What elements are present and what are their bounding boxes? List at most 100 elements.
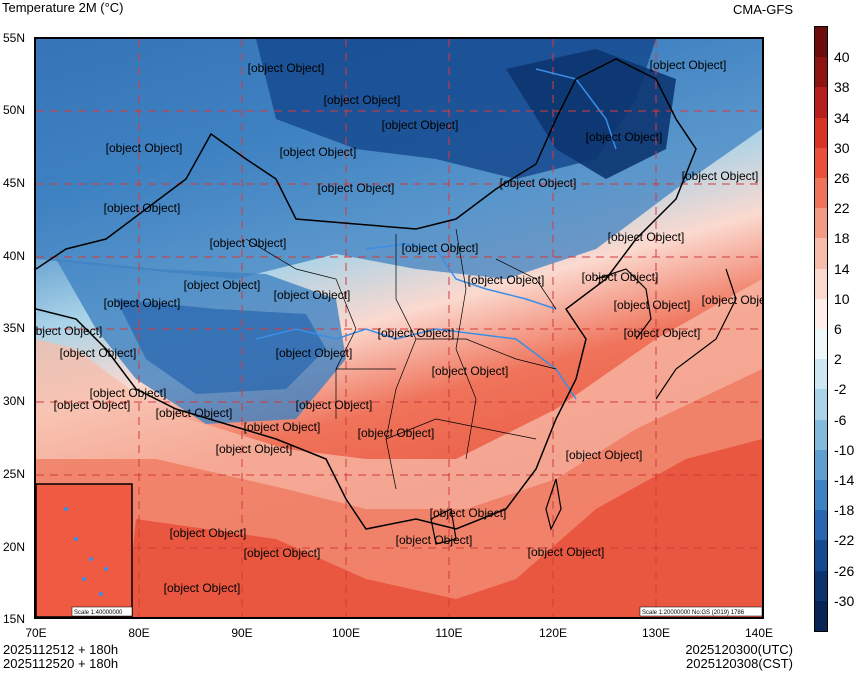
colorbar-label: -10 [834, 441, 855, 458]
contour-label: [object Object] [248, 61, 325, 75]
colorbar-segment [815, 87, 827, 119]
contour-label: [object Object] [528, 545, 605, 559]
colorbar-label: 22 [834, 200, 850, 217]
colorbar-segment [815, 298, 827, 330]
contour-label: [object Object] [244, 546, 321, 560]
colorbar-label: -18 [834, 502, 855, 519]
colorbar-segment [815, 147, 827, 179]
contour-label: [object Object] [318, 181, 395, 195]
colorbar-segment [815, 208, 827, 239]
contour-label: [object Object] [106, 141, 183, 155]
contour-label: [object Object] [60, 346, 137, 360]
contour-label: [object Object] [586, 130, 663, 144]
contour-label: [object Object] [566, 448, 643, 462]
colorbar-segment [815, 419, 827, 451]
colorbar-label: 2 [834, 351, 842, 368]
chart-title: Temperature 2M (°C) [2, 0, 124, 15]
contour-label: [object Object] [378, 326, 455, 340]
contour-label: [object Object] [104, 296, 181, 310]
colorbar-label: 34 [834, 109, 850, 126]
colorbar-segment [815, 359, 827, 390]
lat-label: 30N [3, 394, 26, 408]
contour-label: [object Object] [650, 58, 727, 72]
lat-label: 50N [3, 103, 26, 117]
lon-label: 70E [25, 626, 47, 640]
lon-label: 80E [128, 626, 150, 640]
lat-label: 55N [3, 31, 26, 45]
contour-label: [object Object] [500, 176, 577, 190]
lon-label: 120E [538, 626, 568, 640]
contour-label: [object Object] [402, 241, 479, 255]
contour-label: [object Object] [276, 346, 353, 360]
colorbar-segment [815, 329, 827, 360]
inset-scale: Scale 1:40000000 [74, 610, 123, 616]
lat-label: 40N [3, 249, 26, 263]
lat-label: 25N [3, 467, 26, 481]
colorbar-label: -6 [834, 411, 847, 428]
colorbar-label: -30 [834, 592, 855, 609]
colorbar-segment [815, 600, 827, 632]
contour-label: [object Object] [382, 118, 459, 132]
colorbar-segment [815, 178, 827, 209]
valid-time-cst: 2025120308(CST) [686, 656, 793, 671]
lon-label: 110E [435, 626, 463, 640]
valid-time-utc: 2025120300(UTC) [685, 642, 793, 657]
colorbar-segment [815, 389, 827, 421]
colorbar-segment [815, 540, 827, 572]
model-name: CMA-GFS [733, 2, 793, 17]
contour-label: [object Object] [324, 93, 401, 107]
lon-label: 130E [641, 626, 671, 640]
lon-label: 90E [231, 626, 253, 640]
contour-label: [object Object] [682, 169, 759, 183]
colorbar-label: -14 [834, 472, 855, 488]
init-time-cst: 2025112520 + 180h [3, 656, 119, 671]
contour-label: [object Object] [244, 420, 321, 434]
contour-label: [object Object] [164, 581, 241, 595]
colorbar-segment [815, 27, 827, 58]
colorbar [814, 26, 828, 632]
colorbar-label: 18 [834, 230, 850, 247]
contour-label: [object Object] [184, 278, 261, 292]
contour-label: [object Object] [582, 270, 659, 284]
contour-label: [object Object] [430, 506, 507, 520]
contour-label: [object Object] [396, 533, 473, 547]
colorbar-label: 30 [834, 139, 850, 156]
lat-label: 45N [3, 176, 26, 190]
colorbar-label: 14 [834, 260, 850, 277]
colorbar-label: -22 [834, 532, 855, 549]
contour-label: [object Object] [156, 406, 233, 420]
contour-label: [object Object] [432, 364, 509, 378]
contour-label: [object Object] [210, 236, 287, 250]
contour-label: [object Object] [170, 526, 247, 540]
contour-label: [object Object] [90, 386, 167, 400]
temperature-map: Scale 1:40000000 Scale 1:20000000 No:GS … [34, 37, 764, 619]
contour-label: [object Object] [702, 293, 762, 307]
contour-label: [object Object] [608, 230, 685, 244]
colorbar-label: 26 [834, 170, 850, 186]
contour-label: [object Object] [614, 298, 691, 312]
map-scale: Scale 1:20000000 No:GS (2019) 1786 [642, 610, 745, 616]
lat-label: 15N [3, 612, 26, 626]
colorbar-segment [815, 510, 827, 541]
init-time-utc: 2025112512 + 180h [3, 642, 119, 657]
colorbar-segment [815, 57, 827, 88]
colorbar-segment [815, 268, 827, 300]
lon-label: 100E [331, 626, 361, 640]
colorbar-segment [815, 480, 827, 511]
contour-label: [object Object] [36, 324, 102, 338]
contour-label: [object Object] [274, 288, 351, 302]
contour-label: [object Object] [358, 426, 435, 440]
lat-label: 20N [3, 540, 26, 554]
contour-label: [object Object] [296, 398, 373, 412]
contour-label: [object Object] [104, 201, 181, 215]
colorbar-label: 38 [834, 79, 850, 96]
colorbar-segment [815, 238, 827, 270]
lat-label: 35N [3, 321, 26, 335]
colorbar-segment [815, 449, 827, 481]
colorbar-label: -2 [834, 381, 847, 398]
colorbar-segment [815, 117, 827, 149]
colorbar-label: -26 [834, 562, 855, 579]
colorbar-label: 10 [834, 290, 850, 307]
contour-label: [object Object] [216, 442, 293, 456]
colorbar-label: 40 [834, 49, 850, 66]
